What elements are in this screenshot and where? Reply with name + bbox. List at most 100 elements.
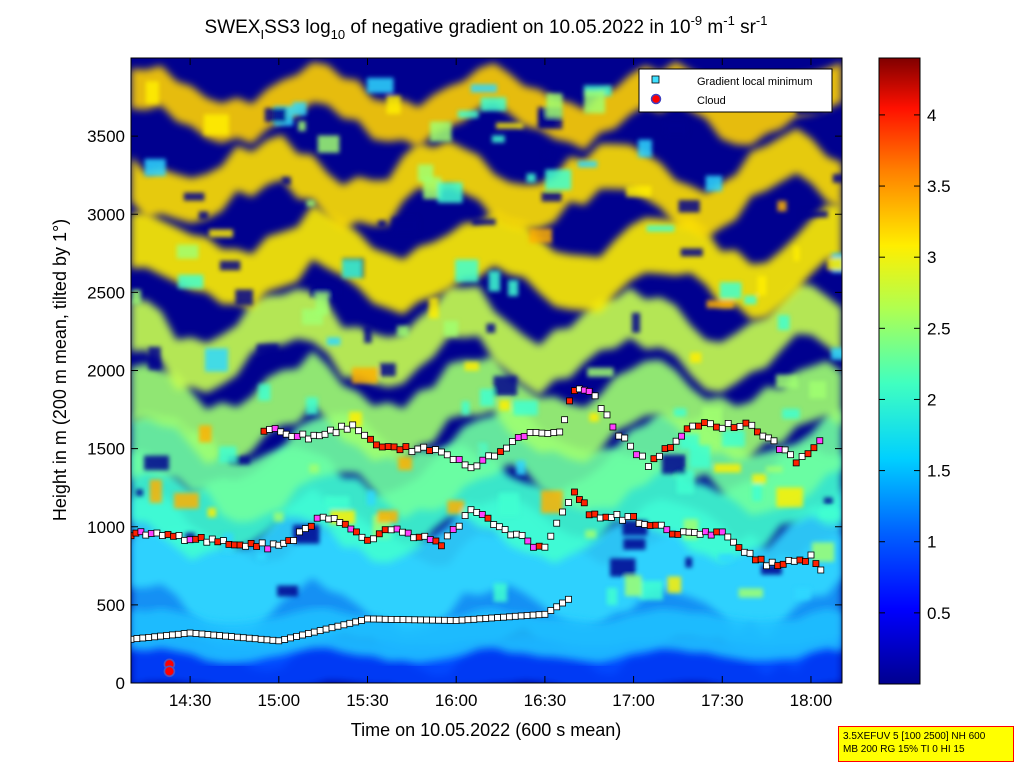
gradient-min-marker: [774, 562, 782, 569]
gradient-min-marker: [399, 616, 407, 623]
gradient-min-marker: [707, 531, 715, 539]
gradient-min-marker: [378, 443, 386, 451]
gradient-min-marker: [613, 510, 621, 518]
gradient-min-marker: [667, 444, 674, 452]
gradient-min-marker: [585, 511, 593, 519]
gradient-min-marker: [713, 423, 720, 431]
gradient-min-marker: [275, 637, 283, 645]
gradient-min-marker: [505, 613, 513, 621]
gradient-min-marker: [381, 526, 389, 534]
gradient-min-marker: [233, 633, 241, 641]
gradient-min-marker: [429, 616, 436, 624]
gradient-min-marker: [245, 634, 253, 642]
gradient-min-marker: [802, 558, 809, 565]
gradient-min-marker: [523, 612, 531, 619]
gradient-min-marker: [437, 448, 445, 456]
gradient-min-marker: [785, 557, 793, 564]
gradient-min-marker: [724, 533, 732, 541]
gradient-min-marker: [236, 541, 244, 549]
legend-cloud-icon: [650, 93, 662, 105]
gradient-min-marker: [798, 453, 806, 460]
gradient-min-marker: [364, 536, 371, 544]
gradient-min-marker: [186, 629, 194, 637]
gradient-min-marker: [603, 411, 611, 419]
gradient-min-marker: [796, 556, 804, 564]
gradient-min-marker: [497, 448, 504, 456]
gradient-min-marker: [691, 529, 698, 536]
gradient-min-marker: [635, 519, 643, 527]
gradient-min-marker: [478, 511, 486, 518]
gradient-min-marker: [508, 438, 516, 445]
gradient-min-marker: [352, 618, 360, 626]
gradient-min-marker: [538, 429, 546, 437]
gradient-min-marker: [488, 614, 496, 622]
gradient-min-marker: [514, 434, 522, 441]
gradient-min-marker: [685, 528, 693, 536]
gradient-min-marker: [332, 429, 340, 437]
colorbar-tick-label: 0.5: [927, 604, 951, 623]
gradient-min-marker: [741, 548, 748, 556]
gradient-min-marker: [455, 456, 463, 463]
gradient-min-marker: [624, 513, 632, 520]
y-tick-label: 500: [97, 596, 125, 615]
gradient-min-marker: [470, 615, 478, 623]
gradient-min-marker: [482, 615, 490, 622]
cloud-marker: [163, 665, 176, 678]
gradient-min-marker: [239, 634, 247, 642]
gradient-min-marker: [443, 532, 451, 540]
gradient-min-marker: [561, 416, 568, 424]
gradient-min-marker: [702, 528, 709, 536]
gradient-min-marker: [530, 543, 537, 551]
gradient-min-marker: [361, 431, 369, 439]
colorbar-tick-label: 1: [927, 533, 936, 552]
gradient-min-marker: [461, 461, 469, 469]
x-tick-label: 14:30: [169, 691, 212, 710]
gradient-min-marker: [639, 452, 646, 460]
gradient-min-marker: [645, 463, 652, 470]
gradient-min-marker: [290, 537, 298, 544]
gradient-min-marker: [219, 537, 227, 544]
gradient-min-marker: [591, 392, 599, 400]
gradient-min-marker: [713, 528, 721, 536]
gradient-min-marker: [759, 432, 767, 440]
gradient-min-marker: [707, 420, 714, 428]
gradient-min-marker: [559, 508, 566, 516]
y-tick-label: 1500: [87, 440, 125, 459]
heatmap-area: [131, 58, 842, 683]
gradient-min-marker: [216, 632, 224, 639]
gradient-min-marker: [541, 543, 549, 551]
gradient-min-marker: [197, 534, 205, 541]
gradient-min-marker: [633, 451, 640, 459]
y-axis-ticks: 0 500 1000 1500 2000 2500 3000 3500: [87, 127, 842, 693]
gradient-min-marker: [343, 425, 351, 433]
gradient-min-marker: [678, 432, 685, 440]
gradient-min-marker: [417, 616, 425, 624]
gradient-min-marker: [411, 616, 419, 624]
gradient-min-marker: [304, 630, 312, 637]
gradient-min-marker: [550, 429, 558, 437]
chart-title: SWEXISS3 log10 of negative gradient on 1…: [205, 13, 768, 42]
gradient-min-marker: [695, 422, 702, 430]
gradient-min-marker: [650, 455, 658, 463]
gradient-min-marker: [352, 528, 360, 536]
gradient-min-marker: [763, 562, 770, 570]
gradient-min-marker: [479, 456, 487, 464]
x-tick-label: 15:00: [258, 691, 301, 710]
gradient-min-marker: [608, 514, 615, 521]
colorbar-tick-label: 2: [927, 390, 936, 409]
gradient-min-marker: [672, 437, 680, 445]
gradient-min-marker: [535, 542, 543, 550]
gradient-min-marker: [296, 528, 303, 536]
y-tick-label: 2500: [87, 283, 125, 302]
gradient-min-marker: [405, 616, 413, 624]
gradient-min-marker: [446, 617, 454, 624]
gradient-min-marker: [485, 452, 493, 460]
gradient-min-marker: [263, 636, 271, 644]
gradient-min-marker: [724, 419, 732, 427]
gradient-min-marker: [307, 522, 315, 530]
gradient-min-marker: [517, 612, 525, 620]
legend-entry-gradient: Gradient local minimum: [697, 76, 813, 88]
gradient-min-marker: [787, 451, 794, 459]
gradient-min-marker: [779, 560, 787, 568]
gradient-min-marker: [432, 537, 440, 545]
